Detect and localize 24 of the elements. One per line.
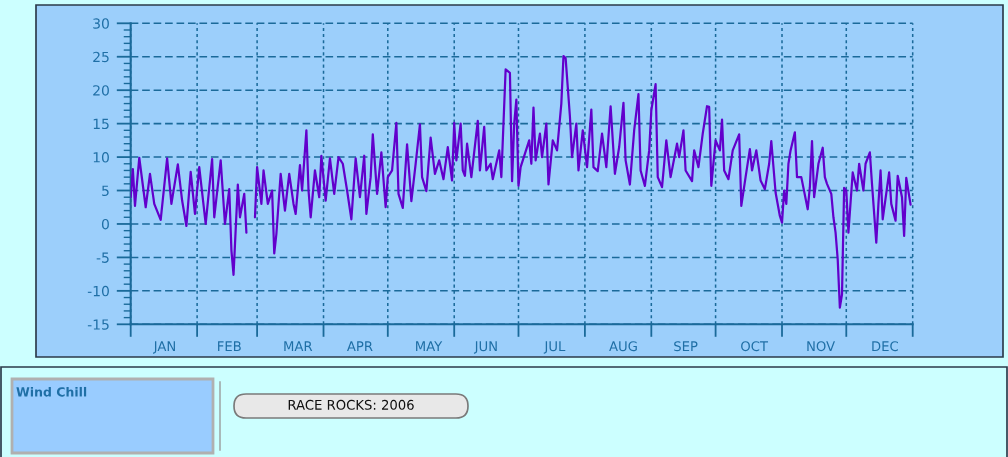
text: Wind Chill bbox=[16, 386, 87, 397]
y-tick-label: -15 bbox=[87, 319, 109, 330]
y-tick-label: -10 bbox=[87, 285, 109, 297]
y-tick-label: 10 bbox=[93, 152, 109, 163]
x-tick-label: JUN bbox=[473, 341, 497, 354]
y-tick-label: 30 bbox=[93, 18, 109, 29]
x-tick-label: FEB bbox=[218, 341, 241, 351]
x-tick-label: MAR bbox=[284, 341, 313, 351]
y-tick-label: 25 bbox=[93, 51, 109, 63]
x-tick-label: JUL bbox=[543, 341, 566, 354]
x-tick-label: DEC bbox=[872, 341, 898, 352]
x-tick-label: JAN bbox=[153, 341, 175, 354]
y-tick-label: 15 bbox=[93, 118, 109, 130]
x-tick-label: MAY bbox=[416, 341, 443, 351]
x-tick-label: NOV bbox=[807, 341, 835, 352]
x-tick-label: APR bbox=[346, 341, 373, 351]
x-tick-label: AUG bbox=[609, 341, 637, 352]
x-tick-label: SEP bbox=[674, 341, 698, 352]
y-tick-label: 0 bbox=[101, 218, 109, 230]
x-tick-label: OCT bbox=[741, 341, 769, 352]
y-tick-label: 5 bbox=[102, 185, 109, 196]
text: RACE ROCKS: 2006 bbox=[288, 399, 414, 410]
y-tick-label: 20 bbox=[93, 85, 109, 96]
y-tick-label: -5 bbox=[96, 252, 109, 263]
